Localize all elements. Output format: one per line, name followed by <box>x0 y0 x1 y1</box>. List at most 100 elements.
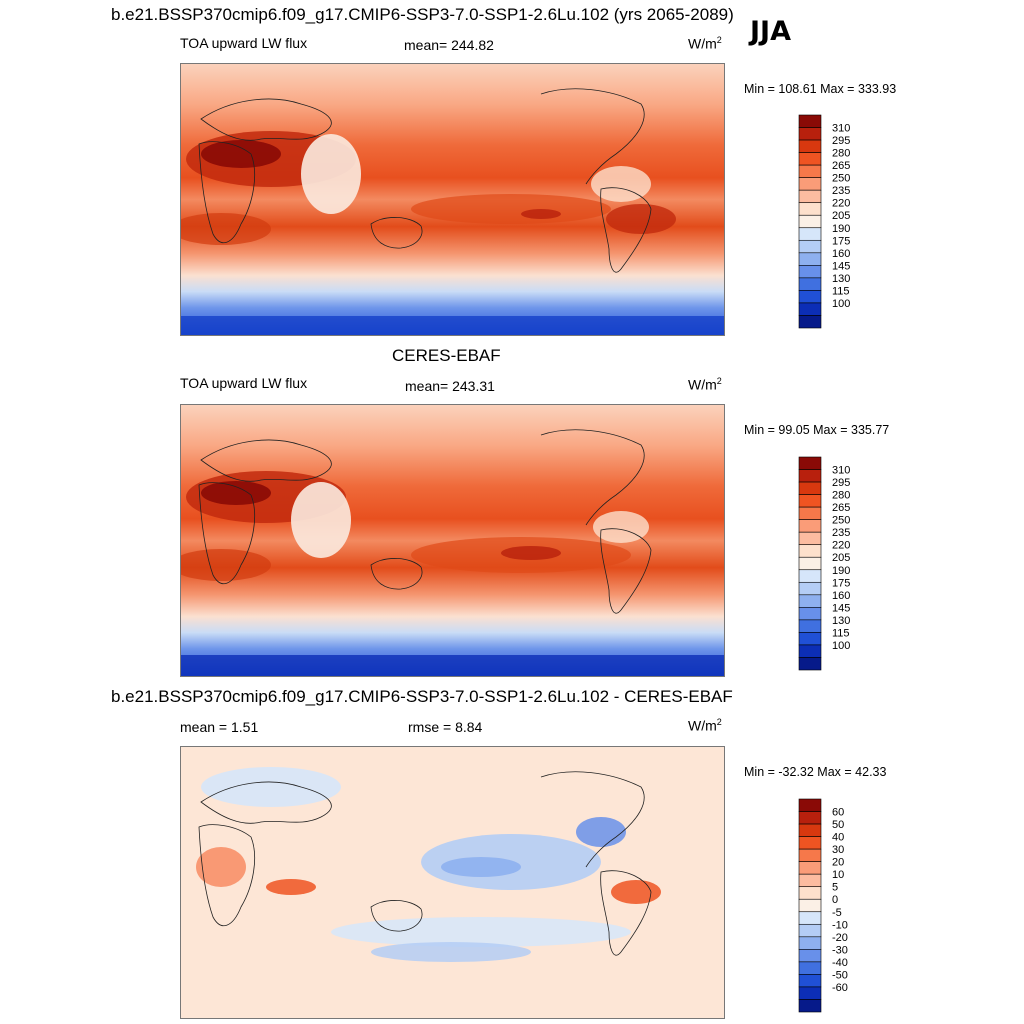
colorbar-tick-label: 175 <box>832 235 850 247</box>
panel2-africa-outline <box>198 482 256 585</box>
colorbar-tick-label: 130 <box>832 615 850 627</box>
colorbar-swatch <box>798 811 822 825</box>
panel1-australia-outline <box>370 217 423 249</box>
colorbar-tick-label: 145 <box>832 260 850 272</box>
panel2-variable: TOA upward LW flux <box>180 375 308 391</box>
colorbar-swatch <box>798 164 822 178</box>
colorbar-swatch <box>798 936 822 950</box>
colorbar-tick-label: 250 <box>832 173 850 185</box>
panel1-namerica-outline <box>540 88 645 185</box>
colorbar-tick-label: 250 <box>832 515 850 527</box>
colorbar-swatch <box>798 961 822 975</box>
colorbar-tick-label: 205 <box>832 210 850 222</box>
colorbar-swatch <box>798 798 822 812</box>
panel2-antarctic <box>181 655 724 676</box>
panel2-monsoon-min <box>291 482 351 558</box>
panel2-map <box>180 404 725 677</box>
panel3-africa-outline <box>198 824 256 927</box>
colorbar-swatch <box>798 214 822 229</box>
colorbar-swatch <box>798 506 822 520</box>
panel3-map-svg <box>181 747 724 1018</box>
colorbar-swatch <box>798 315 822 329</box>
colorbar-tick-label: -20 <box>832 932 848 944</box>
panel3-eurasia-outline <box>200 781 332 824</box>
panel1-africa-outline <box>198 141 256 244</box>
colorbar-tick-label: 310 <box>832 123 850 135</box>
colorbar-tick-label: 40 <box>832 832 844 844</box>
colorbar-swatch <box>798 481 822 495</box>
colorbar-swatch <box>798 302 822 316</box>
colorbar-swatch <box>798 873 822 888</box>
colorbar-tick-label: 160 <box>832 590 850 602</box>
colorbar-tick-label: 130 <box>832 273 850 285</box>
colorbar-swatch <box>798 607 822 621</box>
colorbar-swatch <box>798 519 822 533</box>
colorbar-swatch <box>798 923 822 938</box>
colorbar-swatch <box>798 836 822 850</box>
colorbar-tick-label: 50 <box>832 819 844 831</box>
colorbar-swatch <box>798 177 822 191</box>
colorbar-swatch <box>798 265 822 279</box>
colorbar-tick-label: 30 <box>832 844 844 856</box>
colorbar-swatch <box>798 469 822 483</box>
panel3-africa-pos <box>196 847 246 887</box>
colorbar-swatch <box>798 290 822 304</box>
panel1-pacific-band <box>411 194 611 224</box>
colorbar-swatch <box>798 139 822 153</box>
panel1-africa-south <box>181 213 271 245</box>
panel3-south-neg-core <box>371 942 531 962</box>
panel3-samerica-outline <box>600 870 652 956</box>
colorbar-tick-label: 265 <box>832 160 850 172</box>
colorbar-tick-label: 280 <box>832 148 850 160</box>
colorbar-swatch <box>798 886 822 900</box>
colorbar-swatch <box>798 911 822 925</box>
colorbar-tick-label: 205 <box>832 552 850 564</box>
panel3-pacific-neg-core <box>441 857 521 877</box>
panel2-colorbar: 310 295 280 265 250 235 220 205 190 175 160 145 130 1… <box>798 456 899 672</box>
panel1-mean: mean= 244.82 <box>404 37 494 53</box>
panel3-title: b.e21.BSSP370cmip6.f09_g17.CMIP6-SSP3-7.… <box>111 687 733 706</box>
panel1-units: W/m2 <box>688 35 722 52</box>
colorbar-tick-label: 295 <box>832 135 850 147</box>
colorbar-swatch <box>798 277 822 291</box>
panel3-namerica-outline <box>540 771 645 868</box>
colorbar-tick-label: -50 <box>832 969 848 981</box>
colorbar-tick-label: 175 <box>832 577 850 589</box>
panel1-samerica-outline <box>600 187 652 273</box>
panel2-africa-south <box>181 549 271 581</box>
panel1-eurasia-outline <box>200 98 332 141</box>
colorbar-swatch <box>798 848 822 862</box>
colorbar-tick-label: 145 <box>832 602 850 614</box>
panel2-title: CERES-EBAF <box>392 346 501 365</box>
panel1-map-svg <box>181 64 724 335</box>
panel2-australia-outline <box>370 558 423 590</box>
colorbar-swatch <box>798 581 822 596</box>
panel3-colorbar: 60 50 40 30 20 10 5 0 -5 -10 -20 -30 -40 -50 -60 <box>798 798 899 1014</box>
panel3-mean: mean = 1.51 <box>180 719 259 735</box>
colorbar-swatch <box>798 619 822 633</box>
colorbar-tick-label: 115 <box>832 627 850 639</box>
panel3-australia-outline <box>370 900 423 932</box>
colorbar-tick-label: 190 <box>832 223 850 235</box>
panel1-variable: TOA upward LW flux <box>180 35 308 51</box>
panel2-units: W/m2 <box>688 376 722 393</box>
colorbar-tick-label: 115 <box>832 285 850 297</box>
panel1-amazon-min <box>591 166 651 202</box>
panel2-amazon-min <box>593 511 649 543</box>
colorbar-tick-label: 0 <box>832 894 838 906</box>
colorbar-swatch <box>798 189 822 204</box>
panel2-mean: mean= 243.31 <box>405 378 495 394</box>
colorbar-swatch <box>798 949 822 963</box>
colorbar-tick-label: 295 <box>832 477 850 489</box>
colorbar-swatch <box>798 644 822 658</box>
panel1-colorbar: 310 295 280 265 250 235 220 205 190 175 160 145 130 1… <box>798 114 899 330</box>
colorbar-tick-label: -5 <box>832 907 842 919</box>
panel1-brazil-max <box>606 204 676 234</box>
panel3-map <box>180 746 725 1019</box>
colorbar-swatch <box>798 152 822 166</box>
colorbar-swatch <box>798 494 822 508</box>
colorbar-swatch <box>798 974 822 988</box>
colorbar-tick-label: 5 <box>832 882 838 894</box>
colorbar-swatch <box>798 861 822 875</box>
colorbar-tick-label: 160 <box>832 248 850 260</box>
